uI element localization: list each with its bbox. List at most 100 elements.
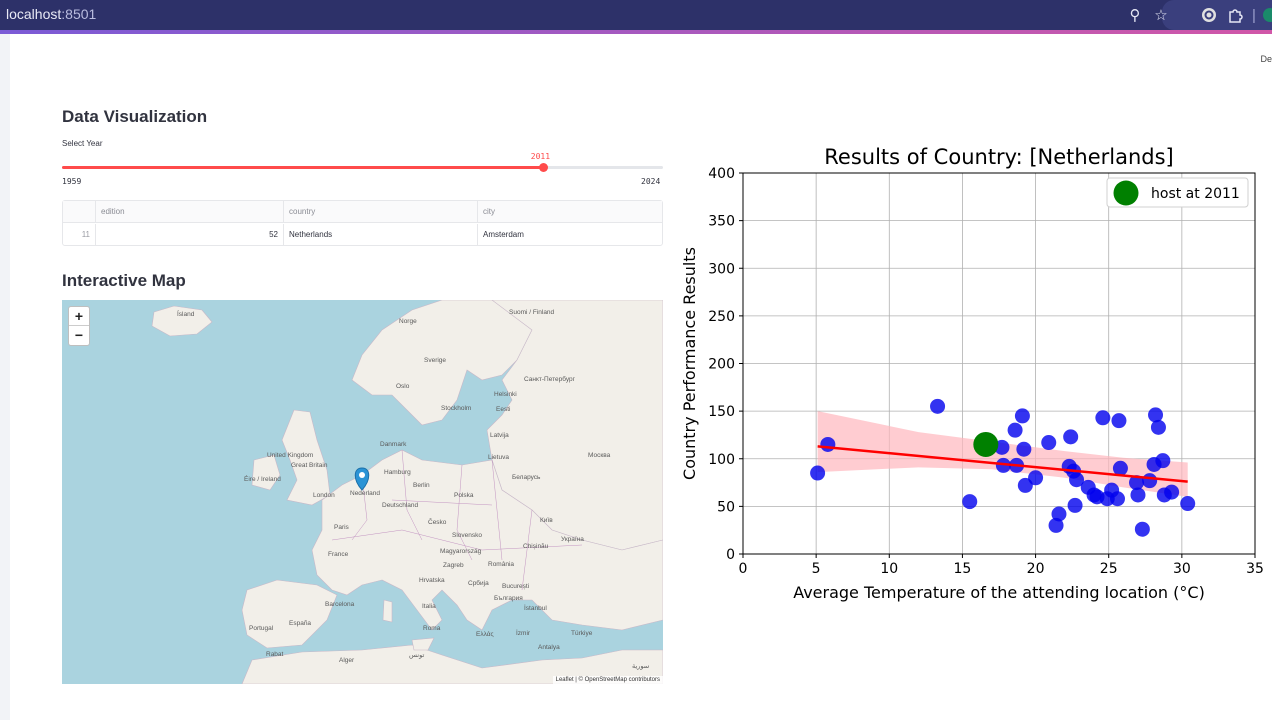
map-place-label: România: [488, 561, 515, 568]
cell-edition[interactable]: 52: [96, 224, 284, 246]
bookmark-star-icon[interactable]: ☆: [1154, 7, 1168, 24]
map-place-label: Ísland: [177, 311, 195, 318]
y-tick-label: 250: [708, 309, 735, 325]
data-point: [1063, 429, 1079, 445]
x-tick-label: 10: [880, 561, 898, 577]
map-place-label: Norge: [399, 318, 417, 325]
data-point: [1109, 491, 1125, 507]
x-tick-label: 15: [954, 561, 972, 577]
map-zoom-control: + −: [68, 306, 90, 346]
map-place-label: Stockholm: [441, 405, 472, 412]
interactive-map[interactable]: Ísland Norge Suomi / Finland Sverige Санкт-П…: [62, 300, 663, 684]
map-place-label: Barcelona: [325, 601, 355, 608]
map-place-label: Deutschland: [382, 502, 419, 509]
map-place-label: Київ: [540, 517, 553, 524]
map-place-label: United Kingdom: [267, 452, 314, 459]
x-axis-label: Average Temperature of the attending loc…: [793, 583, 1205, 602]
table-row[interactable]: 11 52 Netherlands Amsterdam: [63, 224, 662, 246]
map-attribution[interactable]: Leaflet | © OpenStreetMap contributors: [552, 676, 663, 684]
map-marker-icon[interactable]: [354, 467, 370, 491]
interactive-map-heading: Interactive Map: [62, 271, 186, 290]
zoom-icon[interactable]: ⚲: [1129, 7, 1141, 24]
map-place-label: Latvija: [490, 432, 509, 439]
regression-line: [817, 445, 1188, 483]
map-place-label: București: [502, 583, 530, 590]
map-place-label: Paris: [334, 524, 349, 531]
map-place-label: Sverige: [424, 357, 447, 364]
map-place-label: Hamburg: [384, 469, 411, 476]
data-point: [1134, 521, 1150, 537]
profile-avatar-icon[interactable]: [1260, 2, 1272, 28]
data-point: [1111, 413, 1127, 429]
x-tick-label: 25: [1100, 561, 1118, 577]
data-point: [1148, 407, 1164, 423]
map-place-label: Україна: [561, 536, 584, 543]
map-place-label: Italia: [422, 603, 436, 610]
select-year-label: Select Year: [62, 139, 103, 148]
table-index-header: [63, 201, 96, 223]
y-tick-label: 100: [708, 452, 735, 468]
map-place-label: България: [494, 595, 523, 602]
spacer: [1174, 2, 1196, 28]
year-slider-min: 1959: [62, 177, 82, 186]
divider: |: [1252, 6, 1256, 24]
map-place-label: Helsinki: [494, 391, 517, 398]
year-slider-thumb[interactable]: [538, 163, 548, 172]
map-place-label: Magyarország: [440, 548, 482, 555]
map-place-label: Türkiye: [571, 630, 593, 637]
map-place-label: Chișinău: [523, 543, 549, 550]
map-place-label: Санкт-Петербург: [524, 376, 575, 383]
data-table[interactable]: edition country city 11 52 Netherlands A…: [62, 200, 663, 246]
map-place-label: Lietuva: [488, 454, 509, 461]
year-slider[interactable]: [62, 163, 663, 172]
y-tick-label: 300: [708, 261, 735, 277]
zoom-in-button[interactable]: +: [69, 307, 89, 326]
x-tick-label: 35: [1246, 561, 1264, 577]
url-host: localhost: [6, 6, 62, 22]
y-tick-label: 400: [708, 166, 735, 182]
row-index: 11: [63, 224, 96, 246]
cell-city[interactable]: Amsterdam: [483, 230, 524, 239]
data-point: [1069, 472, 1085, 488]
host-point: [973, 431, 999, 457]
map-place-label: İzmir: [516, 630, 531, 637]
map-place-label: Portugal: [249, 625, 274, 632]
legend-box: [1106, 177, 1249, 208]
extensions-puzzle-icon[interactable]: [1222, 2, 1248, 28]
y-axis-label: Country Performance Results: [680, 247, 699, 480]
map-place-label: Nederland: [350, 490, 380, 497]
map-place-label: Česko: [428, 519, 447, 526]
column-header-edition[interactable]: edition: [96, 201, 284, 223]
column-header-city[interactable]: city: [483, 207, 495, 216]
x-tick-label: 30: [1173, 561, 1191, 577]
map-place-label: España: [289, 620, 312, 627]
data-point: [1016, 441, 1032, 457]
data-point: [1028, 470, 1044, 486]
address-bar[interactable]: localhost:8501: [6, 6, 96, 22]
deploy-button[interactable]: De: [1260, 54, 1272, 64]
cell-country[interactable]: Netherlands: [284, 224, 478, 246]
map-place-label: Alger: [339, 657, 355, 664]
table-header-row: edition country city: [63, 201, 662, 223]
y-tick-label: 150: [708, 404, 735, 420]
grammarly-icon[interactable]: [1196, 2, 1222, 28]
column-header-country[interactable]: country: [284, 201, 478, 223]
legend-marker: [1113, 180, 1139, 206]
map-place-label: Suomi / Finland: [509, 309, 555, 316]
data-point: [1142, 473, 1158, 489]
map-place-label: Eesti: [496, 406, 511, 413]
map-place-label: Ελλάς: [476, 631, 494, 638]
map-place-label: Polska: [454, 492, 474, 499]
map-place-label: Србија: [468, 580, 489, 587]
map-tiles: [151, 300, 663, 684]
data-point: [1067, 497, 1083, 513]
year-slider-value: 2011: [530, 152, 551, 161]
data-point: [1150, 419, 1166, 435]
zoom-out-button[interactable]: −: [74, 327, 84, 343]
map-place-label: Éire / Ireland: [244, 476, 281, 483]
map-place-label: Danmark: [380, 441, 407, 448]
x-tick-label: 0: [739, 561, 748, 577]
y-tick-label: 200: [708, 357, 735, 373]
chart-title: Results of Country: [Netherlands]: [824, 145, 1173, 169]
map-place-label: Hrvatska: [419, 577, 445, 584]
